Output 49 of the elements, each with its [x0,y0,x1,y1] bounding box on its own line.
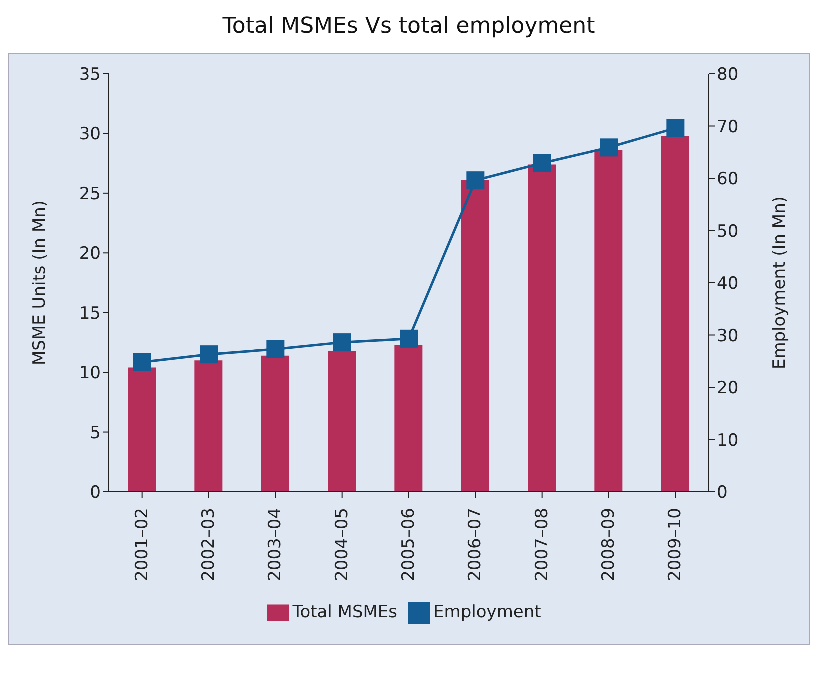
x-tick-label: 2009–10 [666,508,686,582]
point [266,340,285,358]
y-tick-label: 35 [79,65,101,86]
x-tick-label: 2006–07 [466,508,486,582]
y-axis-title: MSME Units (In Mn) [30,200,50,366]
point [200,346,218,364]
y2-tick-label: 20 [717,378,739,399]
x-tick-label: 2001–02 [132,508,152,582]
bar [394,345,423,492]
y2-tick-label: 60 [717,170,739,190]
y2-tick-label: 40 [717,274,739,294]
y2-axis-title: Employment (In Mn) [770,196,790,370]
y2-tick-label: 80 [717,65,739,86]
y-tick-label: 10 [79,364,101,384]
bar [594,150,623,492]
bar [528,164,556,492]
point [600,138,618,157]
y-tick-label: 15 [79,304,101,324]
bar [194,360,223,492]
point [666,119,685,138]
y-tick-label: 20 [79,244,101,264]
bar [261,356,290,492]
point [133,353,152,372]
point [533,154,552,172]
legend-label: Employment [434,602,542,623]
bar [328,351,356,492]
chart-title: Total MSMEs Vs total employment [222,13,596,41]
x-tick-label: 2005–06 [399,508,419,582]
x-tick-label: 2007–08 [532,508,552,582]
y2-tick-label: 30 [717,326,739,346]
x-tick-label: 2003–04 [266,508,286,582]
y-tick-label: 5 [90,423,101,444]
point [466,172,485,190]
y2-tick-label: 0 [717,483,728,504]
x-tick-label: 2002–03 [199,508,219,582]
point [400,330,418,348]
bar [461,180,490,492]
y2-tick-label: 70 [717,117,739,138]
y-tick-label: 0 [90,483,101,504]
y2-tick-label: 10 [717,430,739,451]
x-tick-label: 2008–09 [599,508,619,582]
x-tick-label: 2004–05 [332,508,352,582]
y-tick-label: 25 [79,184,101,204]
point [333,334,352,352]
y2-tick-label: 50 [717,222,739,242]
bar [128,368,156,492]
y-tick-label: 30 [79,124,101,145]
bar [661,136,690,492]
legend-label: Total MSMEs [292,602,398,623]
